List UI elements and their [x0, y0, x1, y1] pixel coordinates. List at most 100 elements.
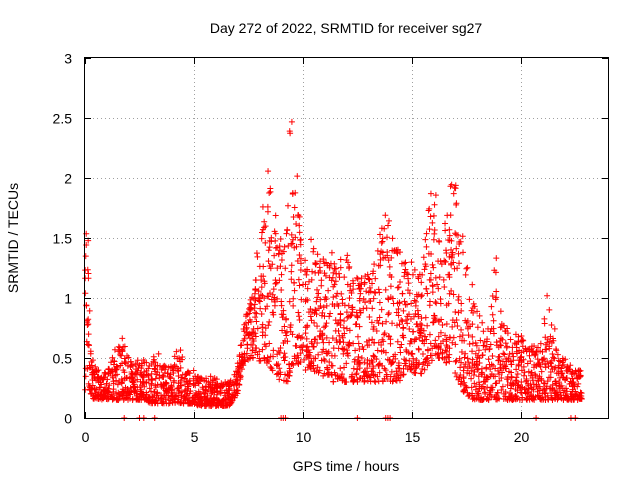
data-point — [361, 281, 368, 288]
data-point — [272, 298, 279, 305]
data-point — [395, 360, 402, 367]
data-point — [448, 181, 455, 188]
data-point — [497, 342, 504, 349]
data-point — [575, 380, 582, 387]
data-point — [419, 366, 426, 373]
data-point — [470, 395, 477, 402]
data-point — [313, 311, 320, 318]
data-point — [492, 296, 499, 303]
data-point — [110, 378, 117, 385]
data-point — [535, 378, 542, 385]
data-point — [368, 368, 375, 375]
data-point — [345, 352, 352, 359]
data-point — [418, 293, 425, 300]
data-point — [379, 362, 386, 369]
data-point — [348, 290, 355, 297]
data-point — [406, 340, 413, 347]
data-point — [369, 305, 376, 312]
data-point — [266, 190, 273, 197]
y-tick-label: 0 — [64, 411, 72, 427]
data-point — [296, 222, 303, 229]
data-point — [528, 385, 535, 392]
data-point — [461, 379, 468, 386]
data-point — [452, 185, 459, 192]
data-point — [296, 213, 303, 220]
data-point — [310, 343, 317, 350]
data-point — [412, 302, 419, 309]
data-point — [407, 316, 414, 323]
data-point — [514, 387, 521, 394]
data-point — [331, 281, 338, 288]
data-point — [443, 247, 450, 254]
data-point — [362, 273, 369, 280]
data-point — [292, 189, 299, 196]
data-point — [314, 294, 321, 301]
data-point — [304, 297, 311, 304]
data-point — [350, 286, 357, 293]
data-point — [409, 328, 416, 335]
data-point — [386, 217, 393, 224]
data-point — [248, 341, 255, 348]
data-point — [156, 372, 163, 379]
data-point — [361, 378, 368, 385]
data-point — [388, 368, 395, 375]
data-point — [265, 293, 272, 300]
data-point — [553, 347, 560, 354]
data-point — [544, 392, 551, 399]
data-point — [287, 369, 294, 376]
data-point — [473, 342, 480, 349]
data-point — [280, 248, 287, 255]
data-point — [182, 386, 189, 393]
data-point — [329, 335, 336, 342]
data-point — [230, 381, 237, 388]
data-point — [309, 309, 316, 316]
data-point — [230, 392, 237, 399]
data-point — [483, 364, 490, 371]
data-point — [459, 233, 466, 240]
data-point — [262, 305, 269, 312]
data-point — [357, 360, 364, 367]
data-point — [556, 379, 563, 386]
data-point — [105, 386, 112, 393]
data-point — [95, 367, 102, 374]
data-point — [364, 357, 371, 364]
data-point — [489, 311, 496, 318]
data-point — [222, 392, 229, 399]
data-point — [304, 322, 311, 329]
data-point — [132, 371, 139, 378]
data-point — [252, 333, 259, 340]
data-point — [441, 283, 448, 290]
data-point — [318, 277, 325, 284]
data-point — [496, 353, 503, 360]
data-point — [132, 361, 139, 368]
data-point — [283, 315, 290, 322]
data-point — [575, 368, 582, 375]
y-tick-label: 2 — [64, 171, 72, 187]
data-point — [279, 327, 286, 334]
data-point — [496, 371, 503, 378]
data-point — [270, 353, 277, 360]
data-point — [252, 286, 259, 293]
data-point — [497, 337, 504, 344]
data-point — [366, 373, 373, 380]
data-point — [219, 382, 226, 389]
data-point — [288, 241, 295, 248]
data-point — [549, 350, 556, 357]
data-point — [179, 354, 186, 361]
data-point — [284, 378, 291, 385]
data-point — [281, 357, 288, 364]
data-point — [456, 374, 463, 381]
data-point — [265, 168, 272, 175]
data-point — [278, 298, 285, 305]
data-point — [404, 320, 411, 327]
data-point — [143, 391, 150, 398]
data-point — [164, 370, 171, 377]
data-point — [340, 324, 347, 331]
data-point — [435, 258, 442, 265]
data-point — [321, 296, 328, 303]
data-point — [469, 333, 476, 340]
data-point — [379, 235, 386, 242]
data-point — [354, 314, 361, 321]
data-point — [423, 230, 430, 237]
data-point — [469, 340, 476, 347]
